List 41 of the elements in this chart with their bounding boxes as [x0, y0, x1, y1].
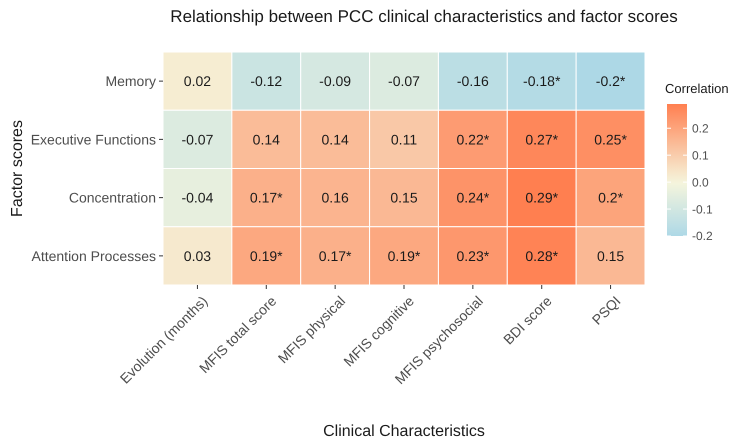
data-label: -0.18* [523, 73, 561, 90]
data-label: -0.09 [319, 73, 352, 90]
data-label: 0.24* [456, 190, 490, 206]
data-label: 0.23* [456, 248, 490, 264]
data-label: 0.28* [525, 248, 559, 264]
data-label: 0.16 [322, 190, 349, 206]
data-label: 0.15 [390, 190, 418, 206]
data-label: 0.2* [598, 190, 624, 206]
data-label: 0.14 [252, 131, 280, 148]
data-label: 0.14 [322, 131, 349, 148]
data-label: 0.15 [596, 248, 624, 264]
data-label: 0.03 [184, 248, 212, 264]
data-label: 0.17* [318, 248, 352, 264]
data-label: 0.25* [594, 131, 628, 148]
y-tick-label: Concentration [68, 190, 156, 206]
data-label: -0.2* [596, 73, 626, 90]
data-label: -0.07 [181, 131, 214, 148]
chart-title: Relationship between PCC clinical characteristics and factor scores [170, 7, 678, 26]
color-bar-label: 0.0 [692, 175, 710, 190]
x-axis-title: Clinical Characteristics [323, 423, 485, 440]
data-label: 0.29* [525, 190, 559, 206]
data-label: 0.11 [390, 131, 418, 148]
color-bar-label: 0.1 [692, 148, 710, 162]
data-label: 0.19* [388, 248, 421, 264]
data-label: 0.02 [184, 73, 212, 90]
data-label: 0.27* [525, 131, 559, 148]
y-tick-label: Attention Processes [31, 248, 156, 264]
data-label: 0.22* [456, 131, 490, 148]
data-label: 0.17* [250, 190, 284, 206]
color-bar-title: Correlation [665, 81, 729, 96]
y-tick-label: Memory [105, 73, 156, 90]
data-label: -0.12 [250, 73, 282, 90]
y-axis-title: Factor scores [9, 120, 26, 217]
y-tick-label: Executive Functions [30, 131, 156, 148]
color-bar-label: 0.2 [692, 121, 710, 136]
data-label: 0.19* [250, 248, 284, 264]
data-label: -0.16 [456, 73, 490, 90]
color-bar-label: -0.2 [692, 229, 714, 244]
color-bar-label: -0.1 [692, 202, 714, 216]
data-label: -0.04 [181, 190, 214, 206]
data-label: -0.07 [388, 73, 420, 90]
